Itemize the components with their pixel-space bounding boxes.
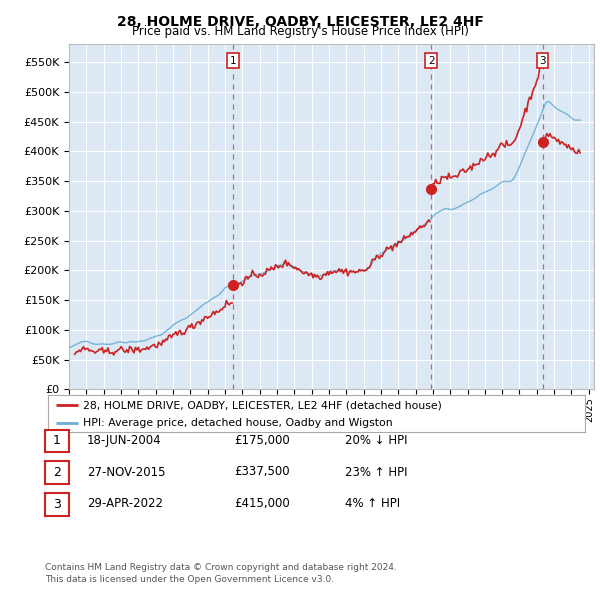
Text: 27-NOV-2015: 27-NOV-2015 [87,466,166,478]
Text: Contains HM Land Registry data © Crown copyright and database right 2024.
This d: Contains HM Land Registry data © Crown c… [45,563,397,584]
Text: 2: 2 [53,466,61,479]
Text: 1: 1 [53,434,61,447]
Text: £337,500: £337,500 [234,466,290,478]
Text: 20% ↓ HPI: 20% ↓ HPI [345,434,407,447]
Text: Price paid vs. HM Land Registry's House Price Index (HPI): Price paid vs. HM Land Registry's House … [131,25,469,38]
Text: 28, HOLME DRIVE, OADBY, LEICESTER, LE2 4HF: 28, HOLME DRIVE, OADBY, LEICESTER, LE2 4… [116,15,484,29]
Text: 3: 3 [539,55,546,65]
Text: 1: 1 [230,55,236,65]
Text: 18-JUN-2004: 18-JUN-2004 [87,434,161,447]
Text: 29-APR-2022: 29-APR-2022 [87,497,163,510]
Text: 4% ↑ HPI: 4% ↑ HPI [345,497,400,510]
Text: 3: 3 [53,498,61,511]
Text: 28, HOLME DRIVE, OADBY, LEICESTER, LE2 4HF (detached house): 28, HOLME DRIVE, OADBY, LEICESTER, LE2 4… [83,400,442,410]
Text: HPI: Average price, detached house, Oadby and Wigston: HPI: Average price, detached house, Oadb… [83,418,392,428]
Text: £175,000: £175,000 [234,434,290,447]
Text: 2: 2 [428,55,434,65]
Text: £415,000: £415,000 [234,497,290,510]
Text: 23% ↑ HPI: 23% ↑ HPI [345,466,407,478]
